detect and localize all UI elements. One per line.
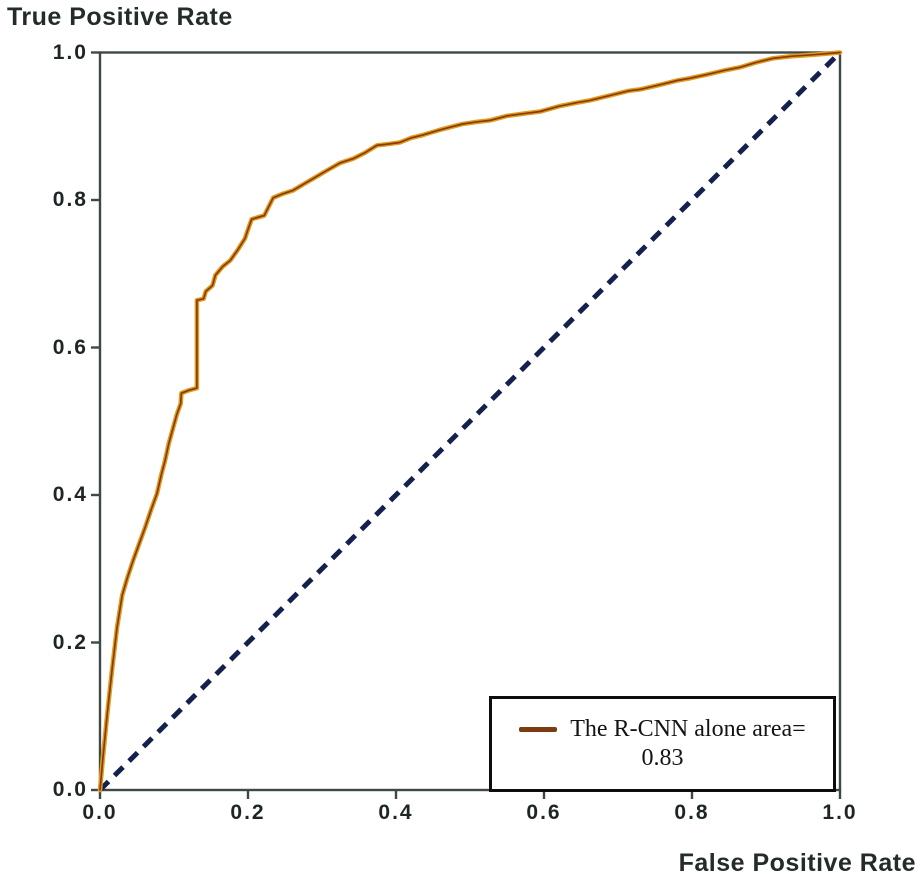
y-tick-label: 0.2	[52, 630, 88, 654]
y-tick-label: 0.6	[52, 335, 88, 359]
legend-auc-value: 0.83	[641, 745, 684, 771]
x-tick-label: 0.2	[230, 801, 266, 824]
y-axis-title: True Positive Rate	[7, 3, 233, 31]
x-tick-label: 1.0	[822, 801, 858, 824]
y-tick-label: 1.0	[52, 40, 88, 64]
x-tick-label: 0.0	[82, 801, 118, 824]
x-tick-label: 0.4	[378, 801, 414, 824]
plot-frame	[98, 51, 842, 792]
y-tick-label: 0.8	[52, 188, 88, 211]
legend-box: The R-CNN alone area= 0.83	[489, 696, 836, 792]
roc-curve-core	[99, 51, 841, 791]
chance-diagonal-line	[98, 50, 842, 792]
x-axis-title: False Positive Rate	[678, 849, 916, 877]
y-tick-label: 0.0	[52, 778, 88, 801]
x-tick-label: 0.8	[674, 801, 710, 824]
x-tick-label: 0.6	[526, 801, 562, 824]
y-tick-label: 0.4	[52, 483, 88, 506]
legend-line-swatch	[519, 727, 558, 732]
legend-entry: The R-CNN alone area=	[519, 716, 806, 743]
legend-label: The R-CNN alone area=	[570, 716, 806, 742]
